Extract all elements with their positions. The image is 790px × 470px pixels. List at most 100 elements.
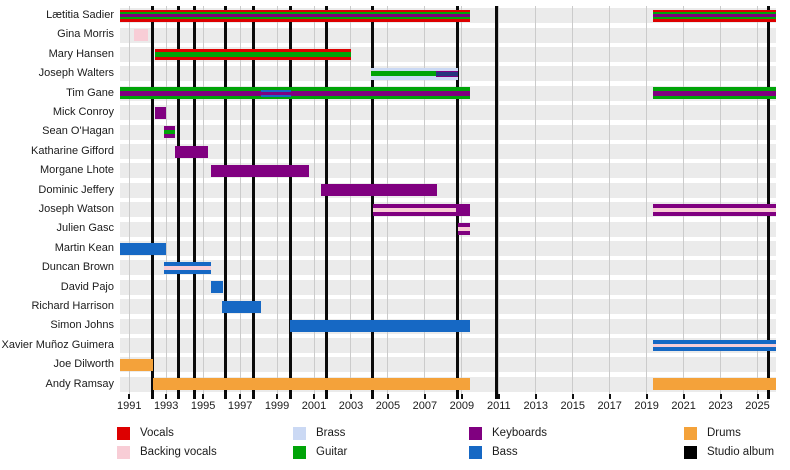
bar-stripe [652,95,776,100]
timeline-bar [133,29,148,42]
year-gridline [572,6,574,394]
year-gridline [165,6,167,394]
x-axis-tick-label: 2007 [412,400,438,412]
row-band [120,124,776,140]
bar-stripe [120,358,154,371]
timeline-bar [210,164,310,177]
legend-item: Drums [684,426,774,440]
legend-item: Keyboards [469,426,547,440]
x-axis-tick-label: 2013 [523,400,548,412]
timeline-bar [120,9,470,22]
timeline-bar [371,67,436,80]
x-axis: 1991 1993 1995 1997 1999 2001 2003 2005 2007 2009… [117,394,776,420]
row-label: Morgane Lhote [40,164,114,177]
timeline-bar [373,203,457,216]
studio-album-line [251,6,255,399]
bar-stripe [210,164,310,177]
row-label: Andy Ramsay [45,377,114,390]
timeline-bar [290,87,470,100]
x-axis-tick-label: 2017 [597,400,622,412]
x-axis-tick-label: 2025 [745,400,770,412]
row-label: Dominic Jeffery [38,183,114,196]
bar-stripe [261,91,291,95]
row-band [120,357,776,373]
legend-column: Keyboards Bass [469,426,547,459]
bar-stripe [164,266,211,270]
year-gridline [683,6,685,394]
bar-stripe [120,87,262,91]
bar-stripe [652,17,776,20]
timeline-bar [652,9,776,22]
timeline-bar [435,67,459,80]
x-axis-tick [349,394,352,399]
year-gridline [498,6,500,394]
x-axis-tick [497,394,500,399]
legend-item: Studio album [684,445,774,459]
legend-column: Brass Guitar [293,426,347,459]
row-label: Joe Dilworth [53,358,114,371]
timeline-bar [221,300,262,313]
plot-area [120,6,776,399]
x-axis-tick-label: 2009 [449,400,475,412]
bar-stripe [652,339,776,344]
bar-stripe [435,67,459,71]
timeline-bar [155,48,351,61]
studio-album-line [495,6,499,399]
bar-stripe [120,13,470,18]
row-band [120,144,776,159]
row-band [120,105,776,121]
row-label: Julien Gasc [56,222,114,235]
bar-stripe [155,106,167,119]
x-axis-tick [276,394,279,399]
row-label: Xavier Muñoz Guimera [1,338,115,351]
bar-stripe [164,269,211,274]
row-label: Joseph Watson [38,203,114,215]
row-band [120,338,776,353]
bar-stripe [652,12,776,14]
timeline-bar [458,223,470,236]
bar-stripe [652,87,776,91]
row-band [120,299,776,315]
x-axis-tick-label: 2019 [634,400,659,412]
legend-swatch [469,445,482,459]
year-gridline [387,6,389,394]
timeline-bar [290,320,470,333]
row-band [120,27,776,43]
x-axis-tick-label: 2023 [708,400,733,412]
bar-stripe [652,207,776,212]
legend-item: Vocals [117,426,217,440]
legend-item: Backing vocals [117,445,217,459]
bar-stripe [458,230,470,236]
bar-stripe [261,94,291,97]
timeline-bar [164,261,211,274]
row-band [120,241,776,256]
row-label: Joseph Walters [38,67,114,80]
legend-label: Guitar [316,446,348,458]
x-axis-tick [423,394,426,399]
legend-label: Brass [316,427,346,439]
bar-stripe [456,203,470,216]
row-label: Sean O'Hagan [42,125,114,138]
bar-stripe [290,320,470,333]
x-axis-tick [645,394,648,399]
bar-stripe [155,48,351,52]
legend-swatch [293,426,306,440]
x-axis-tick-label: 2021 [671,400,696,412]
bar-stripe [261,89,291,92]
x-axis-tick [313,394,316,399]
x-axis-tick [165,394,168,399]
x-axis-tick-label: 1991 [116,400,142,412]
studio-album-line [176,6,180,399]
year-gridline [535,6,537,394]
x-axis-tick [571,394,574,399]
bar-stripe [371,71,436,77]
legend-swatch [684,445,697,459]
x-axis-tick [682,394,685,399]
x-axis-tick-label: 1993 [153,400,179,412]
row-label: Simon Johns [50,319,114,332]
bar-stripe [164,129,176,135]
x-axis-tick [239,394,242,399]
timeline-bar [164,126,176,139]
legend-label: Studio album [707,446,775,458]
legend-column: Vocals Backing vocals [117,426,217,459]
